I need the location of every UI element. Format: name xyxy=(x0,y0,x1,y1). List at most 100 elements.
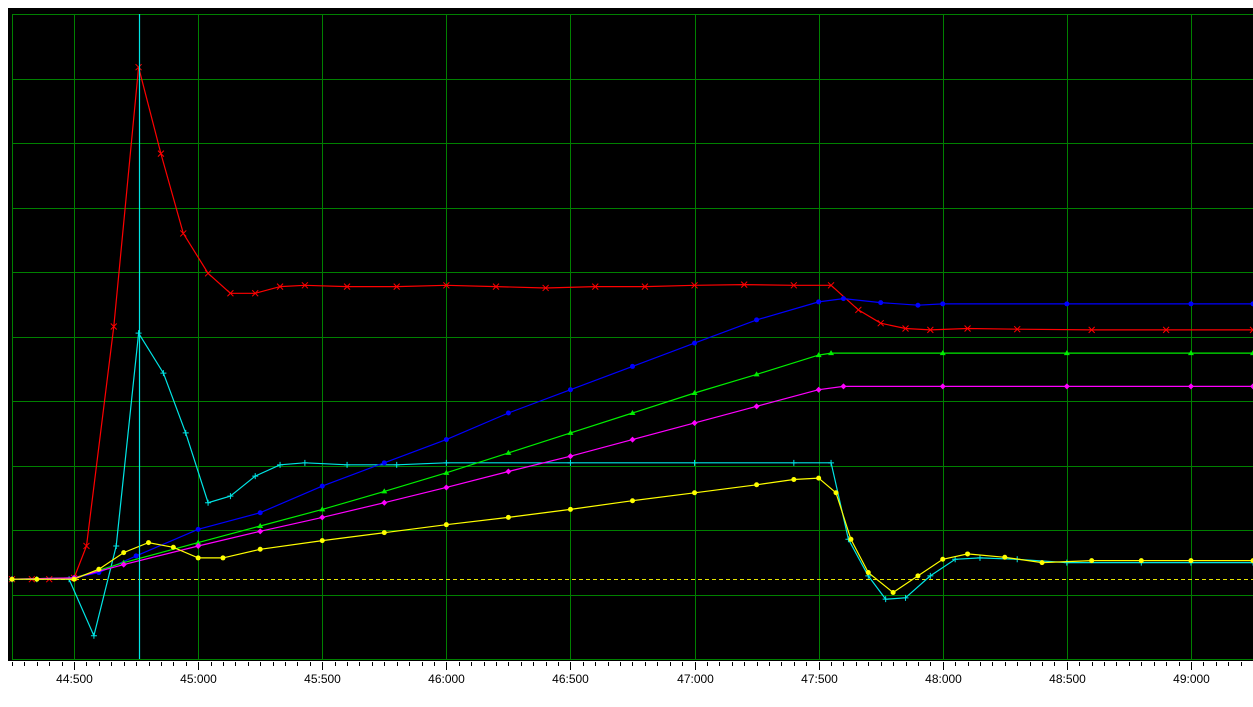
x-tick-label: 48:000 xyxy=(925,672,962,686)
series-point xyxy=(195,526,201,532)
series-point xyxy=(692,340,698,346)
series-point xyxy=(505,514,511,520)
x-tick-label: 49:000 xyxy=(1173,672,1210,686)
series-point xyxy=(965,551,971,557)
series-6 xyxy=(9,475,1253,596)
series-point xyxy=(133,553,139,559)
series-point xyxy=(505,468,512,475)
series-point xyxy=(1187,350,1194,356)
series-point xyxy=(257,523,264,529)
series-point xyxy=(9,576,15,582)
series-line xyxy=(12,331,1253,638)
series-point xyxy=(381,460,387,466)
series-point xyxy=(890,590,896,596)
series-point xyxy=(505,449,512,455)
series-point xyxy=(630,498,635,504)
series-point xyxy=(691,419,698,426)
series-point xyxy=(790,459,797,466)
series-point xyxy=(381,488,388,494)
series-point xyxy=(976,554,983,561)
series-point xyxy=(878,300,884,306)
series-point xyxy=(926,326,934,334)
series-point xyxy=(505,410,511,416)
x-tick-label: 47:500 xyxy=(801,672,838,686)
series-point xyxy=(691,281,698,289)
plot-background xyxy=(8,8,1253,661)
series-point xyxy=(277,461,284,468)
series-point xyxy=(940,301,946,307)
series-point xyxy=(848,536,854,542)
series-point xyxy=(877,319,885,327)
series-point xyxy=(567,453,574,460)
series-point xyxy=(442,281,450,289)
series-point xyxy=(83,542,90,550)
series-point xyxy=(1187,383,1194,390)
series-point xyxy=(753,403,760,410)
series-point xyxy=(630,363,635,369)
series-point xyxy=(135,330,142,337)
series-point xyxy=(257,546,263,552)
series-point xyxy=(753,371,760,377)
series-point xyxy=(754,317,760,323)
series-point xyxy=(146,540,152,546)
series-point xyxy=(195,555,201,561)
series-point xyxy=(170,544,176,550)
series-point xyxy=(816,475,822,481)
series-point xyxy=(443,484,450,491)
x-tick-label: 46:000 xyxy=(428,672,465,686)
x-tick-label: 48:500 xyxy=(1049,672,1086,686)
series-point xyxy=(1250,559,1253,566)
series-point xyxy=(179,230,187,237)
series-point xyxy=(220,555,226,561)
series-point xyxy=(840,383,847,390)
series-point xyxy=(567,506,573,512)
series-point xyxy=(828,459,835,466)
series-point xyxy=(381,499,388,506)
series-point xyxy=(34,576,40,582)
series-point xyxy=(1039,560,1045,566)
series-point xyxy=(319,514,326,521)
series-point xyxy=(443,459,450,466)
series-point xyxy=(301,459,308,466)
series-point xyxy=(629,436,636,443)
series-point xyxy=(542,284,549,292)
series-point xyxy=(740,281,748,288)
series-point xyxy=(1249,326,1253,334)
series-point xyxy=(791,476,797,482)
x-tick-label: 47:000 xyxy=(677,672,714,686)
series-point xyxy=(952,556,959,563)
x-tick-label: 46:500 xyxy=(552,672,589,686)
series-point xyxy=(816,299,822,305)
series-point xyxy=(567,429,574,435)
series-point xyxy=(157,150,165,157)
series-point xyxy=(393,283,401,290)
series-point xyxy=(915,302,921,308)
series-point xyxy=(629,409,636,415)
series-point xyxy=(827,281,835,289)
series-point xyxy=(1013,325,1021,333)
series-point xyxy=(1063,350,1070,356)
series-point xyxy=(1063,383,1070,390)
series-point xyxy=(252,473,259,480)
x-tick-label: 44:500 xyxy=(56,672,93,686)
series-point xyxy=(865,570,871,576)
series-point xyxy=(1064,301,1070,307)
x-tick-label: 45:500 xyxy=(304,672,341,686)
series-point xyxy=(902,594,909,601)
series-point xyxy=(195,539,202,545)
series-point xyxy=(1063,559,1070,566)
series-point xyxy=(443,469,450,475)
series-point xyxy=(1188,301,1194,307)
series-point xyxy=(121,550,127,556)
series-point xyxy=(251,289,259,297)
series-point xyxy=(915,573,921,579)
series-point xyxy=(790,281,798,289)
series-point xyxy=(1089,558,1095,564)
series-point xyxy=(1250,350,1253,356)
series-point xyxy=(227,493,234,500)
series-point xyxy=(1250,383,1253,390)
series-point xyxy=(1188,558,1194,564)
series-point xyxy=(160,370,167,377)
series-point xyxy=(833,490,839,496)
